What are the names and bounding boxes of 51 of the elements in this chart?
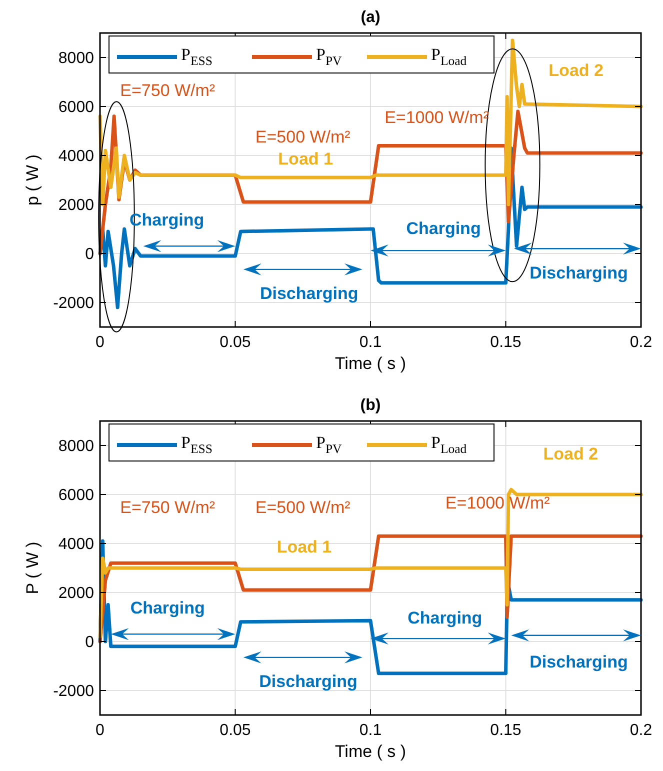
y-tick-label: 0 xyxy=(85,634,94,651)
legend-label: P$_{ESS}$ xyxy=(181,45,212,68)
annotation: E=750 W/m² xyxy=(120,498,216,518)
y-tick-label: 6000 xyxy=(58,99,94,116)
x-tick-label: 0 xyxy=(96,334,105,351)
y-tick-label: 2000 xyxy=(58,197,94,214)
x-tick-label: 0.15 xyxy=(490,722,522,739)
annotation: Load 1 xyxy=(276,538,332,557)
annotation: Load 2 xyxy=(543,444,598,464)
x-tick-label: 0.15 xyxy=(490,334,522,351)
x-tick-label: 0.2 xyxy=(630,722,652,739)
x-tick-label: 0.05 xyxy=(220,334,251,351)
line-series xyxy=(98,38,643,206)
annotation: Discharging xyxy=(259,672,358,692)
annotation: E=500 W/m² xyxy=(255,128,351,147)
y-tick-label: 4000 xyxy=(58,148,94,165)
annotation: E=500 W/m² xyxy=(255,498,351,518)
x-tick-label: 0 xyxy=(96,722,105,739)
legend-label: P$_{PV}$ xyxy=(316,45,343,68)
y-tick-label: 2000 xyxy=(58,585,94,602)
legend-label: P$_{ESS}$ xyxy=(181,433,212,456)
legend-label: P$_{PV}$ xyxy=(316,433,343,456)
x-axis-title: Time ( s ) xyxy=(334,354,406,373)
annotation: E=750 W/m² xyxy=(120,81,216,100)
annotation: Charging xyxy=(408,608,482,628)
x-axis-title: Time ( s ) xyxy=(334,742,406,761)
y-axis-title: P ( W ) xyxy=(23,542,42,594)
y-tick-label: -2000 xyxy=(53,683,94,700)
y-axis-title: p ( W ) xyxy=(23,154,42,206)
y-tick-label: 6000 xyxy=(58,487,94,504)
legend-label: P$_{Load}$ xyxy=(431,45,468,68)
annotation: Charging xyxy=(130,599,205,618)
y-tick-label: 4000 xyxy=(58,536,94,553)
annotation: Discharging xyxy=(260,284,358,304)
chart-title: (a) xyxy=(360,9,380,26)
annotation: Discharging xyxy=(530,264,628,283)
line-series xyxy=(98,488,643,638)
annotation: Load 1 xyxy=(278,150,333,169)
y-tick-label: 8000 xyxy=(58,50,94,67)
annotation: Charging xyxy=(406,220,481,239)
x-tick-label: 0.05 xyxy=(220,722,251,739)
x-tick-label: 0.1 xyxy=(359,334,382,351)
chart-title: (b) xyxy=(360,397,381,414)
y-tick-label: 0 xyxy=(85,246,94,263)
annotation: Discharging xyxy=(530,653,628,672)
y-tick-label: -2000 xyxy=(53,295,94,312)
annotation: Load 2 xyxy=(548,62,604,81)
x-tick-label: 0.1 xyxy=(359,722,382,739)
y-tick-label: 8000 xyxy=(58,438,94,455)
legend-label: P$_{Load}$ xyxy=(431,433,468,456)
x-tick-label: 0.2 xyxy=(630,334,652,351)
